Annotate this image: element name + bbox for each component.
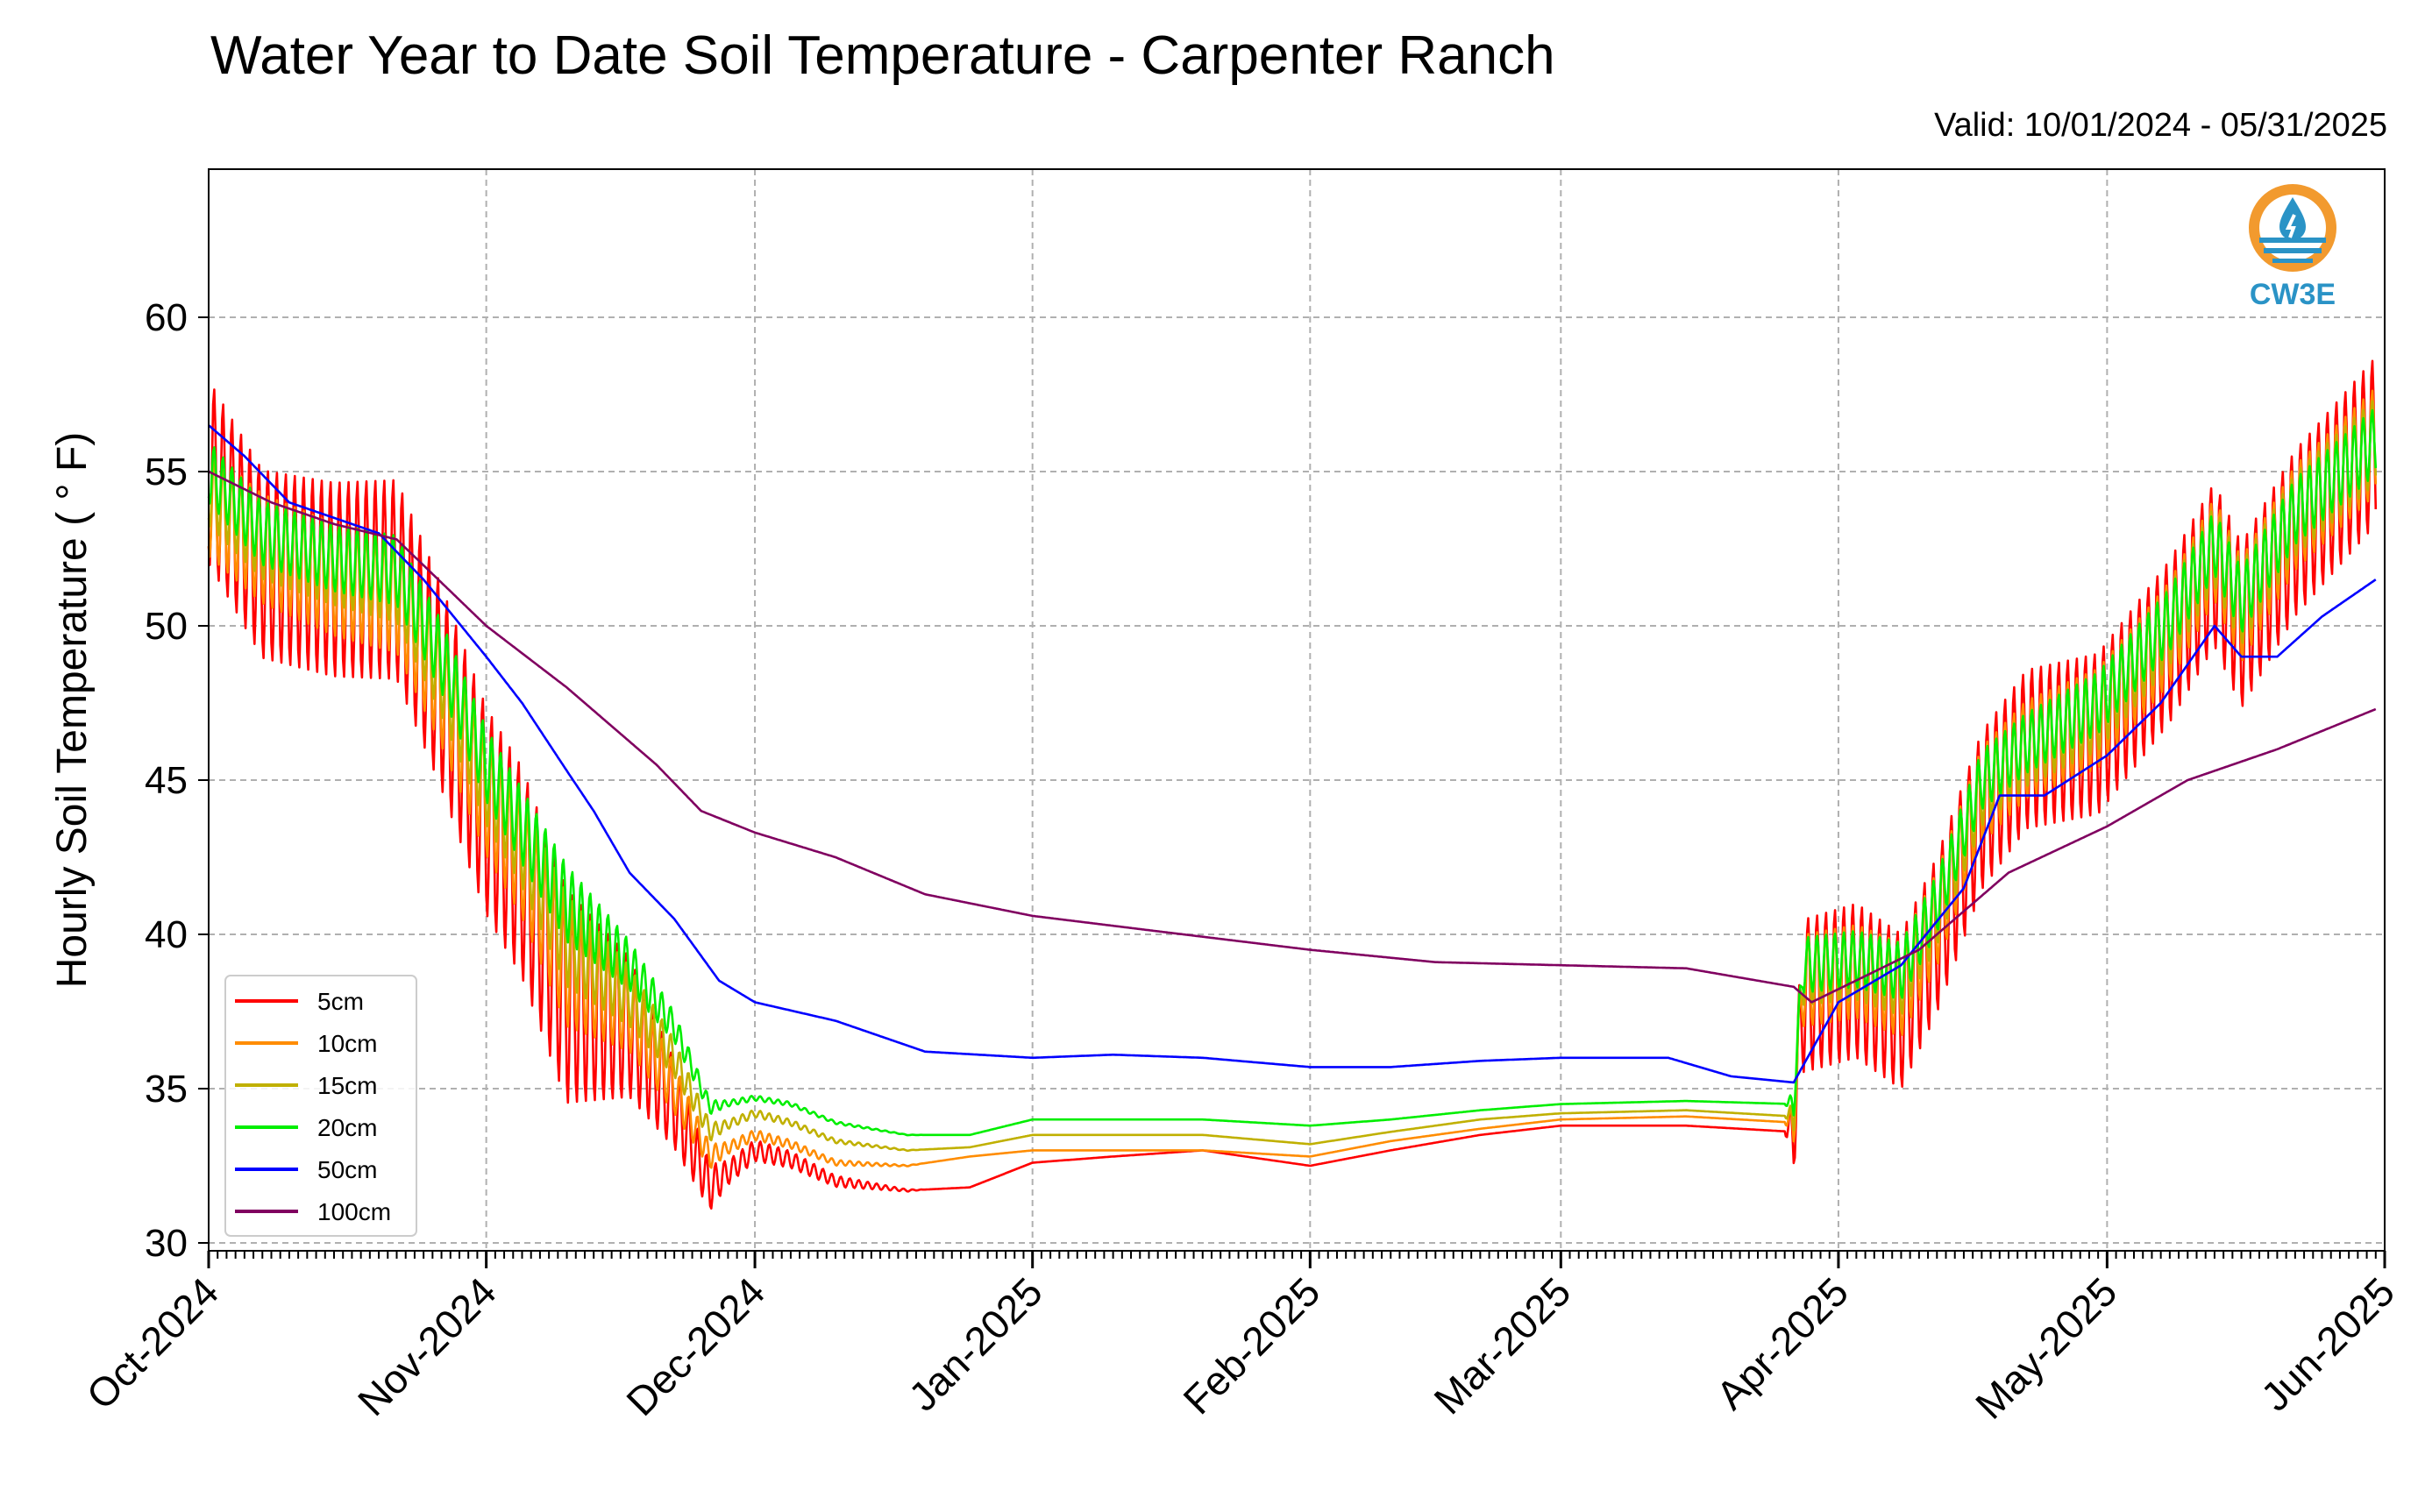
valid-date-range: Valid: 10/01/2024 - 05/31/2025: [1934, 107, 2387, 144]
water-drop-logo-icon: [2249, 184, 2336, 272]
legend-label: 100cm: [317, 1198, 391, 1225]
legend-label: 15cm: [317, 1072, 377, 1099]
x-tick-label: Dec-2024: [617, 1268, 773, 1424]
x-tick-label: Nov-2024: [349, 1268, 505, 1424]
chart-title: Water Year to Date Soil Temperature - Ca…: [210, 25, 1555, 86]
y-tick-label: 35: [145, 1068, 188, 1111]
x-tick-label: Jan-2025: [900, 1268, 1050, 1419]
x-tick-label: Oct-2024: [78, 1268, 228, 1418]
x-tick-label: Mar-2025: [1425, 1268, 1579, 1423]
legend-label: 10cm: [317, 1030, 377, 1057]
x-tick-label: Jun-2025: [2252, 1268, 2403, 1419]
legend-label: 20cm: [317, 1114, 377, 1141]
series-line-50cm: [208, 424, 2377, 1084]
y-tick-label: 40: [145, 913, 188, 956]
y-tick-label: 60: [145, 296, 188, 339]
series-line-5cm: [207, 359, 2378, 1210]
legend: 5cm 10cm 15cm 20cm 50cm 100cm: [224, 975, 417, 1237]
x-tick-label: Apr-2025: [1707, 1268, 1857, 1418]
y-tick-label: 55: [145, 451, 188, 493]
legend-label: 5cm: [317, 988, 364, 1015]
series-lines: [207, 359, 2378, 1210]
axes: 30 35 40 45 50 55 60 Oct-2024 Nov-2024 Dec-2024 Ja…: [49, 296, 2403, 1428]
logo-text: CW3E: [2249, 278, 2336, 311]
legend-label: 50cm: [317, 1156, 377, 1183]
series-line-100cm: [208, 470, 2377, 1004]
series-line-20cm: [207, 408, 2378, 1137]
x-tick-label: May-2025: [1966, 1268, 2125, 1427]
cw3e-logo: CW3E: [2244, 180, 2341, 311]
y-tick-label: 50: [145, 605, 188, 648]
y-tick-label: 45: [145, 759, 188, 802]
plot-frame: [208, 168, 2386, 1252]
series-line-15cm: [207, 400, 2378, 1153]
y-axis-label: Hourly Soil Temperature ( ° F): [49, 432, 96, 989]
y-tick-label: 30: [145, 1222, 188, 1265]
x-tick-label: Feb-2025: [1174, 1268, 1328, 1423]
